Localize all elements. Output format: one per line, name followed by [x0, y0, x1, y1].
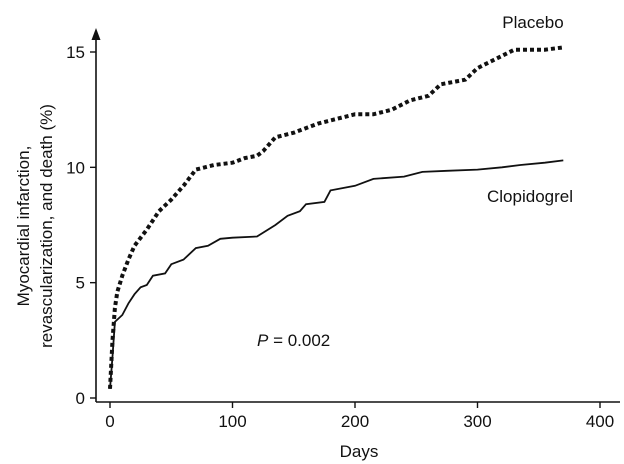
y-tick-label: 5: [76, 274, 85, 293]
y-tick-label: 0: [76, 389, 85, 408]
x-axis-title: Days: [340, 442, 379, 461]
series-line-clopidogrel: [109, 159, 564, 389]
x-ticks: 0 100 200 300 400: [105, 402, 614, 431]
plot-area: 0 5 10 15 0 100 200 300 400: [66, 28, 620, 431]
y-axis-title-line-2: revascularization, and death (%): [37, 104, 56, 348]
x-tick-label: 0: [105, 412, 114, 431]
y-axis-arrow: [91, 28, 101, 40]
x-tick-label: 200: [341, 412, 369, 431]
p-value-symbol: P: [257, 331, 269, 350]
x-tick-label: 300: [463, 412, 491, 431]
series-label-placebo: Placebo: [502, 13, 563, 32]
y-ticks: 0 5 10 15: [66, 43, 96, 408]
y-tick-label: 15: [66, 43, 85, 62]
series-label-clopidogrel: Clopidogrel: [487, 187, 573, 206]
x-tick-label: 400: [586, 412, 614, 431]
y-axis-title-line-1: Myocardial infarction,: [14, 146, 33, 307]
y-tick-label: 10: [66, 158, 85, 177]
x-tick-label: 100: [218, 412, 246, 431]
series-line-placebo: [108, 45, 564, 389]
series-group: [108, 45, 564, 389]
p-value-text: = 0.002: [268, 331, 330, 350]
p-value-annotation: P = 0.002: [257, 331, 330, 350]
